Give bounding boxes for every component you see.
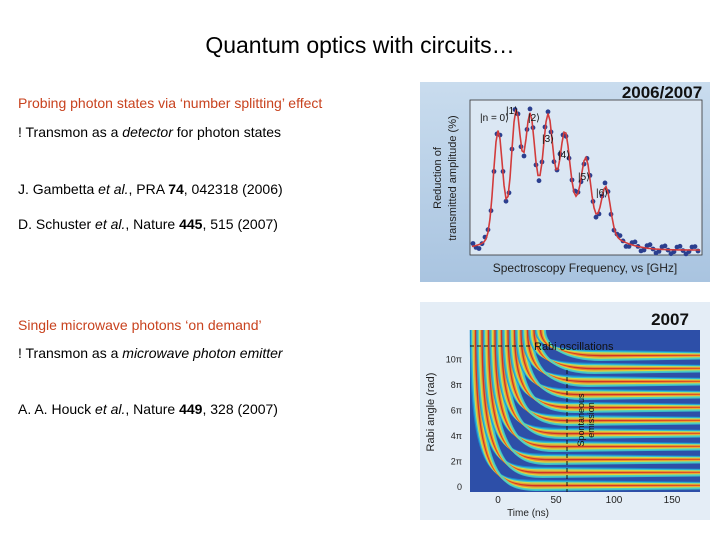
text: A. A. Houck <box>18 401 96 417</box>
text: ! Transmon as a <box>18 124 123 140</box>
data-point <box>617 233 623 239</box>
text: for photon states <box>172 124 282 140</box>
x-axis-label: Time (ns) <box>507 508 549 519</box>
tick-labels: 10π 8π 6π 4π 2π 0 0 50 100 150 <box>446 354 681 506</box>
text: ! Transmon as a <box>18 345 123 361</box>
peak-label: |6⟩ <box>596 188 608 199</box>
text-bold: 74 <box>168 181 184 197</box>
x-axis-label: Spectroscopy Frequency, νs [GHz] <box>493 261 678 275</box>
x-tick-label: 50 <box>550 495 562 506</box>
text: D. Schuster <box>18 216 96 232</box>
y-axis-label: transmitted amplitude (%) <box>447 115 459 240</box>
rabi-band <box>543 329 701 362</box>
annotation: emission <box>586 402 596 438</box>
data-point <box>626 244 632 249</box>
data-point <box>470 241 476 246</box>
peak-label: |5⟩ <box>578 172 590 183</box>
reference: A. A. Houck et al., Nature 449, 328 (200… <box>18 401 278 417</box>
data-point <box>632 239 638 245</box>
reference: J. Gambetta et al., PRA 74, 042318 (2006… <box>18 181 283 197</box>
peak-label: |n = 0⟩ <box>480 113 509 124</box>
x-tick-label: 0 <box>495 495 501 506</box>
rabi-plot <box>469 329 701 492</box>
data-point <box>545 109 551 115</box>
section-heading: Single microwave photons ‘on demand’ <box>18 317 262 333</box>
bullet-line: ! Transmon as a detector for photon stat… <box>18 124 281 140</box>
text-italic: et al. <box>98 181 129 197</box>
text-bold: 445 <box>179 216 203 232</box>
data-point <box>536 178 542 184</box>
text: , 515 (2007) <box>202 216 278 232</box>
text: , 042318 (2006) <box>183 181 283 197</box>
data-point <box>593 214 599 220</box>
data-point <box>647 242 653 248</box>
peak-label: |2⟩ <box>528 113 540 124</box>
bullet-line: ! Transmon as a microwave photon emitter <box>18 345 283 361</box>
text-italic: microwave photon emitter <box>122 345 283 361</box>
data-point <box>677 243 683 249</box>
data-point <box>602 180 608 186</box>
data-point <box>476 246 482 251</box>
data-point <box>521 153 527 159</box>
y-tick-label: 8π <box>451 380 462 390</box>
plot-area <box>469 99 703 256</box>
y-tick-label: 6π <box>451 405 462 415</box>
spectrum-plot: |n = 0⟩|1⟩ |2⟩|3⟩ |4⟩ |5⟩ |6⟩ <box>470 106 701 257</box>
x-tick-label: 100 <box>606 495 623 506</box>
peak-label: |3⟩ <box>542 134 554 145</box>
section-heading: Probing photon states via ‘number splitt… <box>18 95 323 111</box>
x-tick-label: 150 <box>664 495 681 506</box>
text: , Nature <box>125 216 180 232</box>
text: , Nature <box>125 401 180 417</box>
y-tick-label: 0 <box>457 482 462 492</box>
peak-label: |1⟩ <box>506 106 518 117</box>
annotation: Spontaneous <box>576 393 586 447</box>
data-point <box>692 244 698 250</box>
text-italic: detector <box>122 124 173 140</box>
annotation: Rabi oscillations <box>534 341 614 353</box>
text-bold: 449 <box>179 401 203 417</box>
text: J. Gambetta <box>18 181 99 197</box>
figure-year: 2007 <box>651 310 689 329</box>
y-axis-label: Rabi angle (rad) <box>425 373 437 452</box>
slide-title: Quantum optics with circuits… <box>205 32 515 58</box>
figure-year: 2006/2007 <box>622 83 702 102</box>
y-tick-label: 4π <box>451 431 462 441</box>
y-axis-label: Reduction of <box>432 146 444 209</box>
data-point <box>656 249 662 254</box>
reference: D. Schuster et al., Nature 445, 515 (200… <box>18 216 278 232</box>
text: , 328 (2007) <box>202 401 278 417</box>
data-point <box>662 243 668 249</box>
text-italic: et al. <box>95 216 126 232</box>
data-point <box>641 247 647 253</box>
peak-label: |4⟩ <box>558 150 570 161</box>
text: , PRA <box>128 181 169 197</box>
y-tick-label: 10π <box>446 354 462 364</box>
data-point <box>503 198 509 204</box>
data-point <box>527 106 533 112</box>
fit-curve <box>471 109 700 251</box>
text-italic: et al. <box>95 401 126 417</box>
y-tick-label: 2π <box>451 456 462 466</box>
